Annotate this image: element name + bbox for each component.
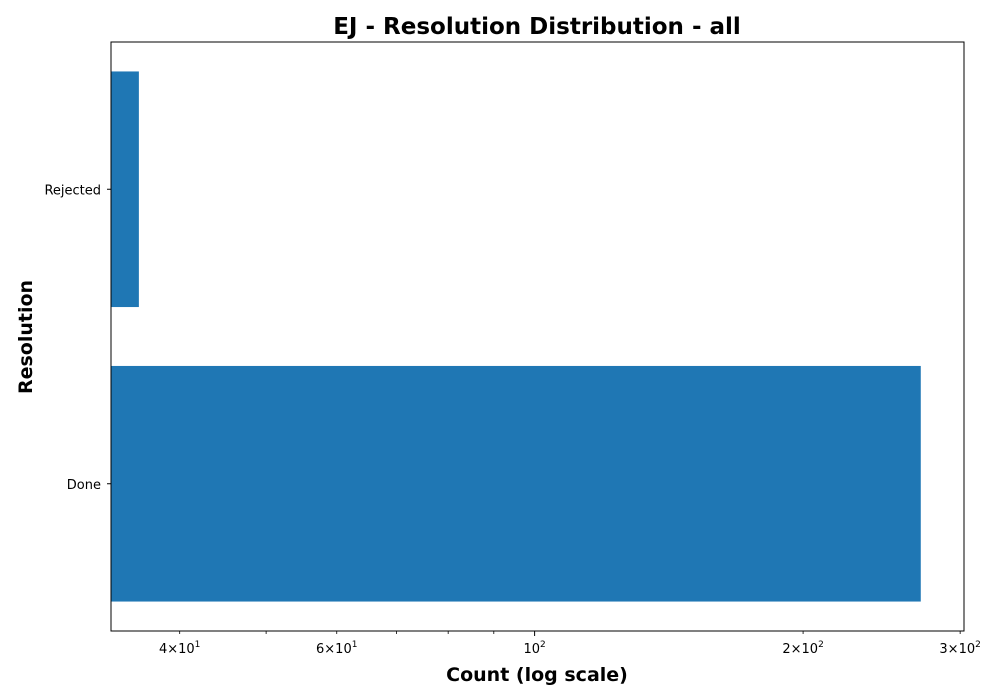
y-tick-label: Done (67, 478, 101, 493)
x-tick-label: 3×102 (939, 640, 980, 657)
x-tick-label: 6×101 (316, 640, 357, 657)
x-axis-ticks: 102 4×101 6×101 2×102 3×102 (159, 631, 981, 657)
bars-group (111, 71, 921, 602)
bar-rejected (111, 71, 139, 308)
x-axis-label: Count (log scale) (446, 664, 628, 686)
y-axis-label: Resolution (15, 280, 37, 394)
chart-title: EJ - Resolution Distribution - all (333, 14, 741, 40)
plot-frame (110, 41, 965, 632)
y-axis-ticks: Done Rejected (44, 183, 111, 493)
x-tick-label: 102 (523, 640, 545, 657)
x-tick-label: 4×101 (159, 640, 200, 657)
y-tick-label: Rejected (44, 183, 101, 198)
x-tick-label: 2×102 (782, 640, 823, 657)
bar-done (111, 365, 921, 602)
